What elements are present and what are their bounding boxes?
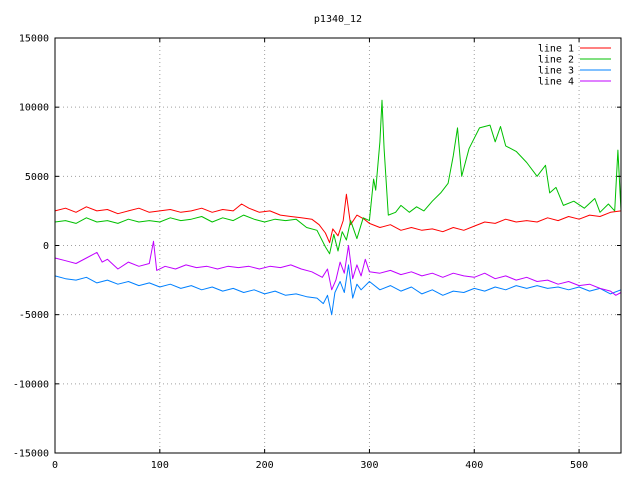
y-tick-label: 10000 [19, 103, 49, 114]
y-tick-label: 5000 [25, 172, 49, 183]
series-line-1 [54, 193, 622, 244]
y-tick-label: 15000 [19, 34, 49, 45]
x-tick-label: 0 [52, 460, 58, 471]
x-tick-label: 300 [360, 460, 378, 471]
x-tick-label: 400 [465, 460, 483, 471]
axis-ticks: 0 100 200 300 400 500 -15000 -10000 -5000 0 5000 10… [13, 34, 621, 471]
legend-label-2: line 2 [538, 55, 574, 66]
legend-label-3: line 3 [538, 66, 574, 77]
series-layer [54, 99, 622, 316]
legend-label-4: line 4 [538, 77, 574, 88]
x-tick-label: 100 [151, 460, 169, 471]
y-tick-label: -10000 [13, 379, 49, 390]
y-tick-label: -15000 [13, 449, 49, 460]
y-tick-label: -5000 [19, 310, 49, 321]
legend-label-1: line 1 [538, 44, 574, 55]
y-tick-label: 0 [43, 241, 49, 252]
grid [55, 38, 621, 453]
series-line-4 [54, 240, 622, 296]
x-tick-label: 200 [256, 460, 274, 471]
series-line-2 [54, 99, 622, 255]
chart-title: p1340_12 [314, 14, 362, 25]
x-tick-label: 500 [570, 460, 588, 471]
series-line-3 [54, 264, 622, 316]
